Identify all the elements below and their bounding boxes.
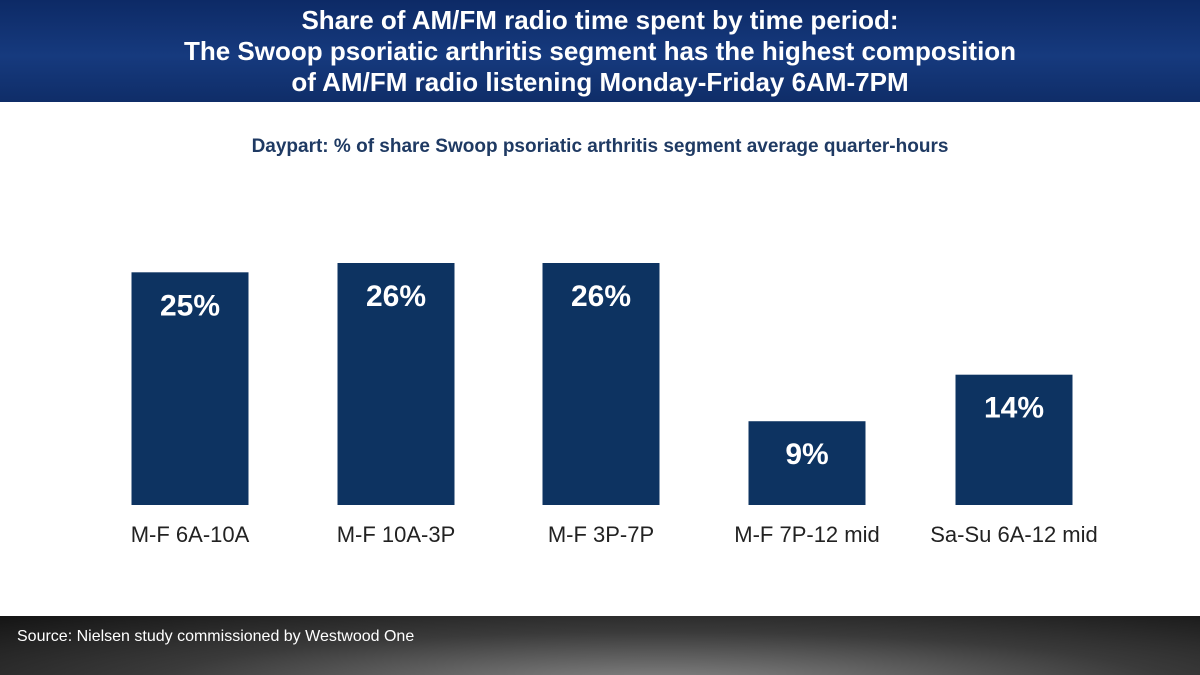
category-label: M-F 3P-7P xyxy=(548,522,654,547)
title-line-2: The Swoop psoriatic arthritis segment ha… xyxy=(183,35,1017,66)
bar-value-label: 25% xyxy=(160,289,220,322)
category-label: Sa-Su 6A-12 mid xyxy=(930,522,1098,547)
title-line-3: of AM/FM radio listening Monday-Friday 6… xyxy=(291,66,909,97)
bar-value-label: 14% xyxy=(984,392,1044,425)
source-note: Source: Nielsen study commissioned by We… xyxy=(17,628,415,645)
title-banner: Share of AM/FM radio time spent by time … xyxy=(0,0,1200,102)
bar-4 xyxy=(748,421,866,505)
category-label: M-F 10A-3P xyxy=(337,522,456,547)
title-line-1: Share of AM/FM radio time spent by time … xyxy=(301,4,899,35)
category-label: M-F 7P-12 mid xyxy=(734,522,879,547)
bar-1 xyxy=(131,272,249,505)
chart-title: Daypart: % of share Swoop psoriatic arth… xyxy=(251,136,949,157)
bar-value-label: 9% xyxy=(785,438,828,471)
bar-3 xyxy=(542,263,660,505)
bar-value-label: 26% xyxy=(366,280,426,313)
category-label: M-F 6A-10A xyxy=(131,522,250,547)
footer: Source: Nielsen study commissioned by We… xyxy=(0,616,1200,675)
bar-2 xyxy=(337,263,455,505)
bar-5 xyxy=(955,374,1073,505)
bar-value-label: 26% xyxy=(571,280,631,313)
